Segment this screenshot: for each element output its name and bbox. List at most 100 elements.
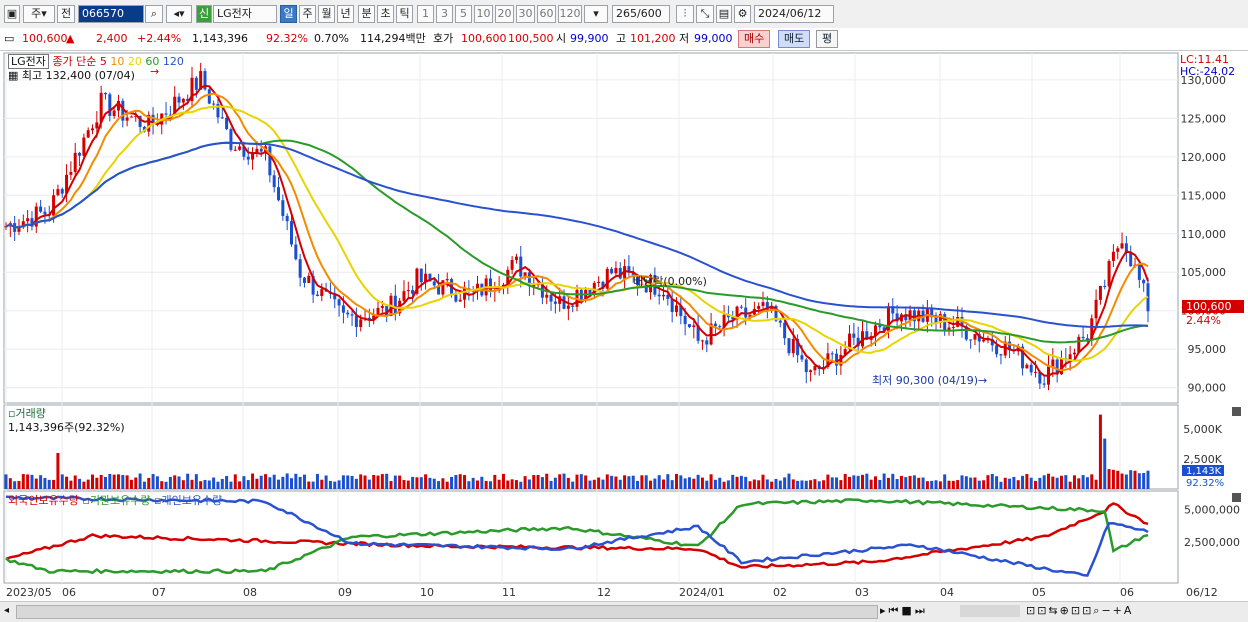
volume-panel-close-icon[interactable] xyxy=(1232,407,1241,416)
volume-bar xyxy=(575,474,579,489)
interval-120[interactable]: 120 xyxy=(558,5,582,23)
candle-body xyxy=(852,333,856,338)
volume-bar xyxy=(1072,475,1076,489)
interval-3[interactable]: 3 xyxy=(436,5,453,23)
prev-button[interactable]: 전 xyxy=(57,5,75,23)
candle-body xyxy=(514,256,518,260)
interval-30[interactable]: 30 xyxy=(516,5,535,23)
gear-icon[interactable]: ⚙ xyxy=(734,5,751,23)
sell-button[interactable]: 매도 xyxy=(778,30,811,48)
volume-bar xyxy=(1051,476,1055,489)
interval-dropdown[interactable]: ▾ xyxy=(584,5,608,23)
candle-body xyxy=(1003,341,1007,356)
volume-bar xyxy=(722,481,726,489)
holding-panel-close-icon[interactable] xyxy=(1232,493,1241,502)
period-month[interactable]: 월 xyxy=(318,5,335,23)
volume-bar xyxy=(43,477,47,489)
period-day[interactable]: 일 xyxy=(280,5,297,23)
volume-bar xyxy=(765,479,769,489)
count-field[interactable]: 265/600 xyxy=(612,5,670,23)
high-label: 고 xyxy=(616,32,627,45)
candle-body xyxy=(601,281,605,289)
candle-body xyxy=(129,116,133,118)
tool-icon[interactable]: ⤡ xyxy=(696,5,714,23)
interval-20[interactable]: 20 xyxy=(495,5,514,23)
dividend-note: 배당락(0.00%) xyxy=(633,275,707,288)
interval-1[interactable]: 1 xyxy=(417,5,434,23)
volume-bar xyxy=(264,474,268,489)
volume-bar xyxy=(216,481,220,489)
x-axis: 2023/05 06 07 08 09 10 11 12 2024/01 02 03 04 05 06 06… xyxy=(6,586,1218,599)
volume-bar xyxy=(666,474,670,489)
quote-info-bar: ▭ 100,600 ▲ 2,400 +2.44% 1,143,396 92.32… xyxy=(0,28,1248,51)
volume-tick-label: 2,500K xyxy=(1183,453,1222,466)
date-field[interactable]: 2024/06/12 xyxy=(754,5,834,23)
interval-10[interactable]: 10 xyxy=(474,5,493,23)
buy-button[interactable]: 매수 xyxy=(738,30,771,48)
candle-body xyxy=(385,305,389,317)
arrow-high: → xyxy=(150,65,159,78)
table-icon[interactable]: ▦ xyxy=(8,69,19,82)
zoom-track[interactable] xyxy=(960,605,1020,617)
volume-bar xyxy=(389,481,393,489)
scroll-controls[interactable]: ▸⏮■⏭ xyxy=(880,604,928,617)
scrollbar-track[interactable] xyxy=(16,605,878,619)
period-tick[interactable]: 틱 xyxy=(396,5,413,23)
volume-bar xyxy=(190,479,194,489)
volume-value: 1,143,396 xyxy=(192,32,248,45)
interval-60[interactable]: 60 xyxy=(537,5,556,23)
candle-body xyxy=(873,325,877,337)
save-icon[interactable]: ▤ xyxy=(716,5,732,23)
code-input[interactable]: 066570 xyxy=(78,5,144,23)
volume-bar xyxy=(181,480,185,489)
candle-body xyxy=(186,98,190,102)
candle-body xyxy=(1051,359,1055,367)
type-select[interactable]: 주▾ xyxy=(23,5,55,23)
chart-type-icon[interactable]: ⫶ xyxy=(676,5,694,23)
volume-bar xyxy=(519,481,523,489)
volume-bar xyxy=(277,479,281,489)
period-year[interactable]: 년 xyxy=(337,5,354,23)
candle-body xyxy=(463,288,467,300)
candle-body xyxy=(65,174,69,194)
volume-bar xyxy=(618,479,622,489)
period-minute[interactable]: 분 xyxy=(358,5,375,23)
volume-bar xyxy=(69,480,73,489)
interval-5[interactable]: 5 xyxy=(455,5,472,23)
window-icon[interactable]: ▣ xyxy=(4,5,20,23)
search-icon[interactable]: ⌕ xyxy=(145,5,163,23)
tool-icons[interactable]: ⊡⊡⇆⊕⊡⊡⌕−+A xyxy=(1026,604,1134,617)
high-note-row: ▦ 최고 132,400 (07/04) xyxy=(8,67,135,83)
volume-bar xyxy=(393,475,397,489)
period-second[interactable]: 초 xyxy=(377,5,394,23)
volume-bar xyxy=(1142,472,1146,489)
volume-bar xyxy=(194,474,198,489)
eval-button[interactable]: 평 xyxy=(816,30,839,48)
x-tick-label: 10 xyxy=(420,586,434,599)
chart-svg[interactable]: 130,000125,000120,000115,000110,000105,0… xyxy=(0,51,1248,601)
ma-legend-5: 5 xyxy=(99,55,107,68)
candle-body xyxy=(848,333,852,350)
candle-body xyxy=(1081,336,1085,339)
scroll-left-icon[interactable]: ◂ xyxy=(4,605,10,616)
period-week[interactable]: 주 xyxy=(299,5,316,23)
individual-holding-label: 개인보유수량 xyxy=(161,494,223,507)
volume-bar xyxy=(437,481,441,489)
candle-body xyxy=(545,294,549,298)
volume-bar xyxy=(692,478,696,489)
volume-bar xyxy=(679,475,683,489)
chart-area[interactable]: 130,000 125,000 120,000 115,000 110,000 105,0… xyxy=(0,51,1248,622)
volume-bar xyxy=(52,479,56,489)
volume-bar xyxy=(1077,478,1081,489)
stock-name-field[interactable]: LG전자 xyxy=(213,5,277,23)
x-tick-label: 03 xyxy=(855,586,869,599)
candle-body xyxy=(1129,252,1133,267)
stock-legend-name[interactable]: LG전자 xyxy=(8,54,49,69)
candle-body xyxy=(411,290,415,294)
candle-body xyxy=(95,122,99,129)
volume-bar xyxy=(536,474,540,489)
window-icon-small[interactable]: ▭ xyxy=(4,32,15,45)
volume-bar xyxy=(290,478,293,489)
speaker-icon[interactable]: ◂▾ xyxy=(166,5,192,23)
volume-bar xyxy=(134,477,138,489)
